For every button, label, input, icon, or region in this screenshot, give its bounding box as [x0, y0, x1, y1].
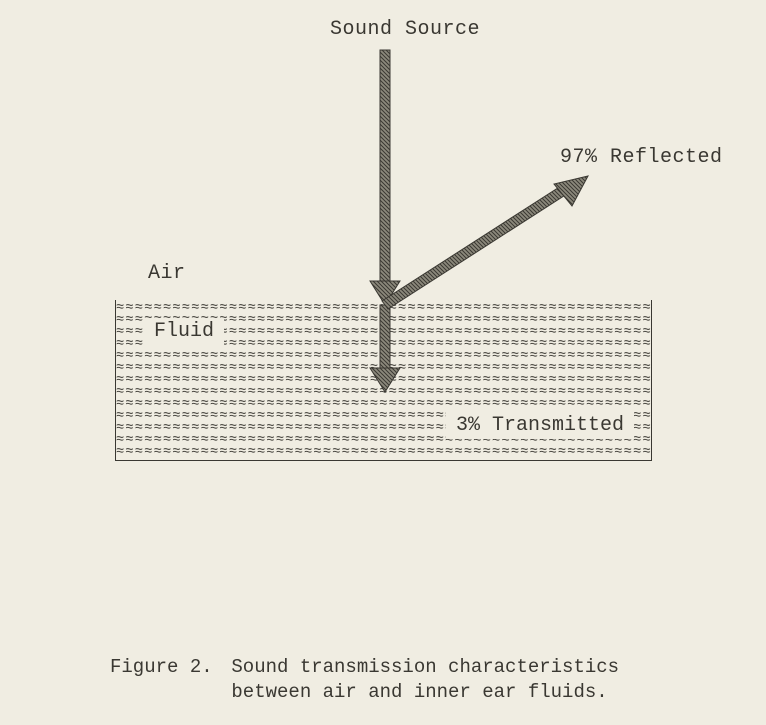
label-sound-source: Sound Source	[330, 18, 480, 41]
label-reflected: 97% Reflected	[560, 146, 723, 169]
label-fluid: Fluid	[144, 318, 224, 345]
arrow-reflected	[382, 176, 588, 309]
arrow-incident	[370, 50, 400, 305]
figure-text: Sound transmission characteristics betwe…	[231, 655, 661, 704]
diagram-stage: Sound Source 97% Reflected Air ≈≈≈≈≈≈≈≈≈…	[0, 0, 766, 725]
label-transmitted: 3% Transmitted	[446, 412, 634, 439]
figure-caption: Figure 2. Sound transmission characteris…	[110, 655, 670, 704]
figure-number: Figure 2.	[110, 655, 220, 680]
label-air: Air	[148, 262, 186, 285]
fluid-region: ≈≈≈≈≈≈≈≈≈≈≈≈≈≈≈≈≈≈≈≈≈≈≈≈≈≈≈≈≈≈≈≈≈≈≈≈≈≈≈≈…	[115, 300, 652, 461]
wave-row: ≈≈≈≈≈≈≈≈≈≈≈≈≈≈≈≈≈≈≈≈≈≈≈≈≈≈≈≈≈≈≈≈≈≈≈≈≈≈≈≈…	[116, 446, 651, 460]
